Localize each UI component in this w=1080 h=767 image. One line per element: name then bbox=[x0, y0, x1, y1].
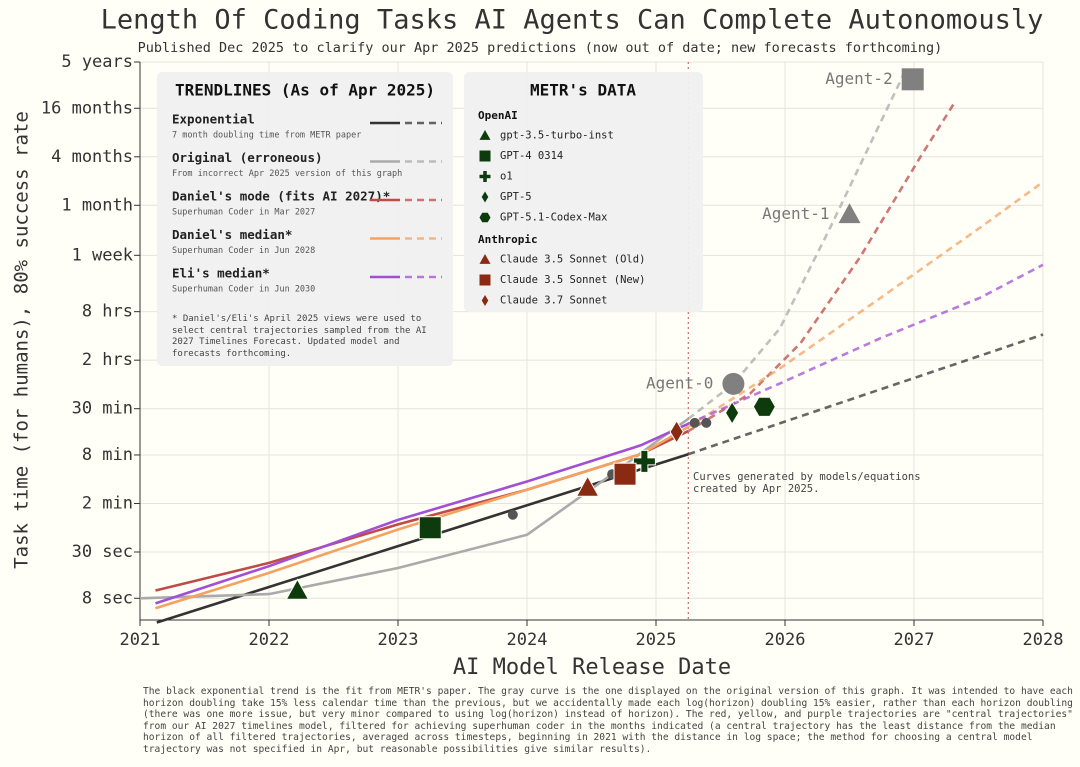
legend-label: Claude 3.7 Sonnet bbox=[500, 295, 607, 307]
agent-marker bbox=[901, 68, 924, 91]
legend-group: Anthropic bbox=[478, 233, 538, 246]
data-point bbox=[418, 516, 442, 540]
legend-title: METR's DATA bbox=[530, 81, 636, 100]
legend-label: GPT-5 bbox=[500, 191, 532, 203]
y-tick-label: 2 hrs bbox=[82, 350, 133, 370]
agent-marker bbox=[838, 203, 861, 224]
legend-title: TRENDLINES (As of Apr 2025) bbox=[175, 81, 435, 100]
y-tick-label: 30 sec bbox=[72, 542, 133, 562]
legend-note: 7 month doubling time from METR paper bbox=[172, 131, 361, 141]
data-point bbox=[285, 578, 310, 600]
trend-line bbox=[155, 422, 689, 605]
data-point bbox=[632, 449, 656, 473]
chart-subtitle: Published Dec 2025 to clarify our Apr 20… bbox=[138, 40, 943, 56]
chart-title: Length Of Coding Tasks AI Agents Can Com… bbox=[101, 5, 1044, 36]
y-tick-label: 30 min bbox=[72, 399, 133, 419]
y-tick-label: 8 sec bbox=[82, 588, 133, 608]
legend-label: GPT-4 0314 bbox=[500, 150, 563, 162]
legend-marker bbox=[479, 274, 491, 286]
agent-marker bbox=[722, 372, 745, 395]
legend-box bbox=[464, 72, 703, 312]
legend-label: Daniel's mode (fits AI 2027)* bbox=[172, 189, 390, 204]
x-tick-label: 2028 bbox=[1023, 630, 1064, 650]
legend-marker bbox=[479, 150, 491, 162]
footnote: The black exponential trend is the fit f… bbox=[143, 686, 1073, 755]
y-tick-label: 1 week bbox=[72, 245, 133, 265]
legend-marker bbox=[479, 254, 491, 264]
data-point bbox=[689, 417, 700, 428]
legend-note: Superhuman Coder in Mar 2027 bbox=[172, 208, 315, 218]
y-axis-title: Task time (for humans), 80% success rate bbox=[11, 111, 33, 569]
trend-line-projection bbox=[687, 70, 907, 420]
x-tick-label: 2025 bbox=[636, 630, 677, 650]
legend-note: From incorrect Apr 2025 version of this … bbox=[172, 169, 402, 179]
trend-line-projection bbox=[687, 263, 1044, 425]
x-tick-label: 2027 bbox=[894, 630, 935, 650]
data-point bbox=[701, 417, 712, 428]
trend-line-projection bbox=[687, 333, 1044, 456]
y-tick-label: 8 hrs bbox=[82, 302, 133, 322]
y-tick-label: 1 month bbox=[61, 195, 133, 215]
data-point bbox=[507, 509, 518, 520]
y-tick-label: 8 min bbox=[82, 445, 133, 465]
legend-label: o1 bbox=[500, 171, 513, 183]
data-point bbox=[752, 396, 776, 417]
legend-box bbox=[157, 72, 453, 366]
legend-marker bbox=[481, 295, 489, 306]
data-point bbox=[724, 400, 740, 425]
x-axis-title: AI Model Release Date bbox=[453, 655, 731, 680]
legend-marker bbox=[479, 130, 491, 140]
x-tick-label: 2021 bbox=[120, 630, 161, 650]
legend-label: GPT-5.1-Codex-Max bbox=[500, 212, 607, 224]
legend-label: Eli's median* bbox=[172, 266, 270, 281]
legend-note: Superhuman Coder in Jun 2030 bbox=[172, 285, 315, 295]
legend-marker bbox=[481, 191, 489, 203]
data-point bbox=[669, 419, 684, 444]
legend-marker bbox=[479, 212, 491, 223]
legend-label: gpt-3.5-turbo-inst bbox=[500, 130, 614, 142]
legend-footnote: * Daniel's/Eli's April 2025 views were u… bbox=[172, 314, 427, 359]
y-tick-label: 16 months bbox=[41, 98, 133, 118]
trend-line bbox=[155, 425, 689, 610]
x-tick-label: 2024 bbox=[507, 630, 548, 650]
legend-label: Daniel's median* bbox=[172, 227, 292, 242]
x-tick-label: 2022 bbox=[249, 630, 290, 650]
legend-label: Exponential bbox=[172, 112, 255, 127]
trend-line-projection bbox=[687, 100, 957, 433]
y-tick-label: 2 min bbox=[82, 493, 133, 513]
legend-label: Original (erroneous) bbox=[172, 150, 323, 165]
agent-label: Agent-0 bbox=[646, 373, 713, 392]
data-point bbox=[613, 462, 637, 486]
y-tick-label: 5 years bbox=[61, 52, 133, 72]
legend-marker bbox=[479, 171, 491, 182]
agent-label: Agent-2 bbox=[825, 69, 892, 88]
legend-label: Claude 3.5 Sonnet (Old) bbox=[500, 254, 645, 266]
legend-group: OpenAI bbox=[478, 109, 518, 122]
data-point bbox=[575, 475, 600, 497]
x-tick-label: 2023 bbox=[378, 630, 419, 650]
y-tick-label: 4 months bbox=[51, 147, 133, 167]
legend-note: Superhuman Coder in Jun 2028 bbox=[172, 246, 315, 256]
cutoff-note: Curves generated by models/equations cre… bbox=[693, 471, 921, 495]
legend-label: Claude 3.5 Sonnet (New) bbox=[500, 274, 645, 286]
trend-line-projection bbox=[687, 180, 1044, 428]
agent-label: Agent-1 bbox=[762, 204, 829, 223]
x-tick-label: 2026 bbox=[765, 630, 806, 650]
trend-line bbox=[139, 417, 690, 600]
